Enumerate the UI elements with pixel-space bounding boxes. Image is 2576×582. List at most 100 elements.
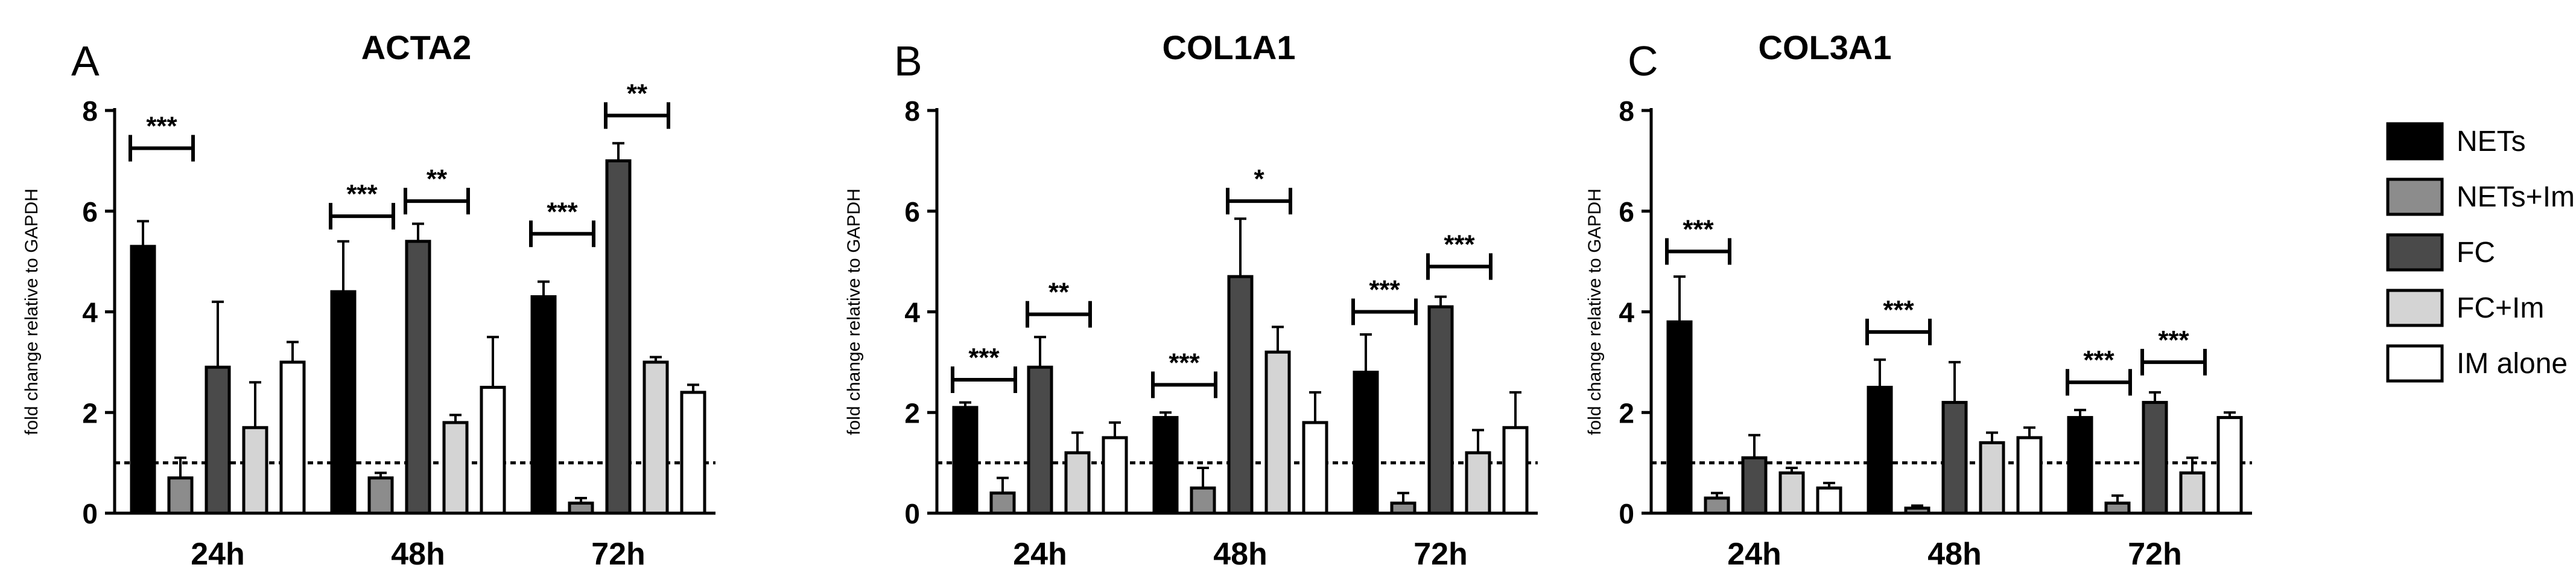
significance-bracket: *** bbox=[329, 179, 395, 230]
bar-fc-48h bbox=[1227, 275, 1254, 515]
significance-bracket: *** bbox=[529, 197, 595, 248]
significance-label: ** bbox=[627, 78, 648, 108]
y-tick-label: 2 bbox=[82, 397, 98, 429]
significance-bracket: *** bbox=[1865, 295, 1932, 345]
x-tick-label: 72h bbox=[591, 537, 646, 572]
y-tick-label: 6 bbox=[82, 196, 98, 228]
bar-fc-im-48h bbox=[1264, 350, 1291, 515]
legend-label: FC bbox=[2457, 237, 2495, 269]
significance-label: *** bbox=[146, 112, 177, 141]
significance-bracket: *** bbox=[951, 343, 1017, 394]
y-axis-label: fold change relative to GAPDH bbox=[22, 188, 42, 435]
bar-nets-24h bbox=[130, 245, 156, 515]
bar-nets-im-24h bbox=[1704, 496, 1730, 515]
bar-fc-im-72h bbox=[2179, 471, 2206, 515]
bar-fc-72h bbox=[605, 159, 632, 515]
significance-label: *** bbox=[2083, 345, 2114, 375]
chart-title: COL3A1 bbox=[1759, 28, 1892, 66]
chart-panels: A ACTA2 fold change relative to GAPDH 0 2 4 6 8… bbox=[22, 28, 2252, 572]
bar-nets-im-48h bbox=[1904, 507, 1930, 515]
significance-bracket: *** bbox=[128, 112, 195, 162]
bar-nets-im-24h bbox=[167, 476, 194, 515]
legend-item-nets: NETs bbox=[2386, 122, 2526, 161]
y-tick-label: 4 bbox=[82, 297, 98, 328]
x-tick-label: 48h bbox=[1213, 537, 1267, 572]
significance-label: *** bbox=[2158, 325, 2189, 355]
bar-fc-im-24h bbox=[1778, 471, 1805, 515]
bar-fc-im-24h bbox=[1064, 451, 1091, 515]
bar-fc-24h bbox=[1741, 456, 1768, 515]
y-tick-label: 2 bbox=[1619, 397, 1634, 429]
legend-label: IM alone bbox=[2457, 348, 2568, 380]
bar-nets-24h bbox=[1666, 320, 1693, 515]
y-tick-label: 4 bbox=[1619, 297, 1634, 328]
bar-fc-48h bbox=[405, 240, 431, 515]
bar-fc-24h bbox=[205, 365, 231, 515]
y-axis-label: fold change relative to GAPDH bbox=[844, 188, 864, 435]
bar-im-alone-48h bbox=[2016, 436, 2043, 515]
legend-swatch bbox=[2386, 122, 2444, 161]
significance-bracket: * bbox=[1226, 164, 1292, 215]
x-tick-label: 24h bbox=[1727, 537, 1781, 572]
significance-label: *** bbox=[1169, 348, 1200, 377]
bar-nets-im-24h bbox=[989, 491, 1016, 515]
legend: NETs NETs+Im FC FC+Im IM alone bbox=[2386, 122, 2575, 383]
panel-label: C bbox=[1628, 37, 1658, 85]
legend-label: FC+Im bbox=[2457, 292, 2544, 324]
y-axis-label: fold change relative to GAPDH bbox=[1585, 188, 1605, 435]
bar-fc-im-72h bbox=[1465, 451, 1491, 515]
y-tick-label: 8 bbox=[904, 95, 920, 127]
bar-fc-72h bbox=[1427, 305, 1454, 515]
bar-im-alone-48h bbox=[1302, 421, 1328, 515]
panel-label: A bbox=[71, 37, 100, 85]
legend-label: NETs+Im bbox=[2457, 181, 2575, 213]
y-tick-label: 2 bbox=[904, 397, 920, 429]
chart-panel-col1a1: B COL1A1 fold change relative to GAPDH 0 2 4 6… bbox=[844, 28, 1538, 572]
significance-label: *** bbox=[968, 343, 1000, 373]
x-tick-label: 48h bbox=[391, 537, 445, 572]
bar-im-alone-48h bbox=[480, 386, 506, 515]
bar-nets-im-72h bbox=[2104, 501, 2131, 515]
significance-label: *** bbox=[547, 197, 578, 226]
bar-nets-48h bbox=[1152, 416, 1179, 515]
bar-nets-72h bbox=[2067, 416, 2093, 515]
bar-im-alone-24h bbox=[1816, 486, 1842, 515]
bar-fc-im-48h bbox=[1979, 441, 2005, 515]
significance-label: *** bbox=[1444, 229, 1475, 259]
legend-swatch bbox=[2386, 289, 2444, 327]
bar-fc-im-24h bbox=[242, 426, 268, 515]
bar-nets-im-48h bbox=[367, 476, 394, 515]
bar-nets-48h bbox=[1867, 386, 1893, 515]
bar-im-alone-24h bbox=[279, 360, 306, 515]
significance-bracket: ** bbox=[1026, 278, 1092, 328]
bar-nets-72h bbox=[530, 295, 557, 515]
bar-nets-72h bbox=[1353, 371, 1379, 515]
legend-item-fc: FC bbox=[2386, 233, 2495, 272]
bar-im-alone-72h bbox=[680, 391, 706, 515]
legend-item-nets-im: NETs+Im bbox=[2386, 177, 2575, 216]
significance-bracket: *** bbox=[1351, 275, 1418, 325]
panel-label: B bbox=[894, 37, 922, 85]
bar-fc-24h bbox=[1027, 365, 1053, 515]
significance-bracket: *** bbox=[1151, 348, 1217, 398]
legend-swatch bbox=[2386, 177, 2444, 216]
x-tick-label: 72h bbox=[1413, 537, 1468, 572]
legend-swatch bbox=[2386, 344, 2444, 383]
legend-item-fc-im: FC+Im bbox=[2386, 289, 2544, 327]
significance-label: * bbox=[1254, 164, 1264, 194]
y-tick-label: 0 bbox=[1619, 498, 1634, 529]
bar-fc-72h bbox=[2142, 401, 2168, 515]
y-tick-label: 4 bbox=[904, 297, 920, 328]
bar-nets-im-48h bbox=[1190, 486, 1216, 515]
chart-panel-acta2: A ACTA2 fold change relative to GAPDH 0 2 4 6 8… bbox=[22, 28, 715, 572]
bar-im-alone-72h bbox=[2216, 416, 2243, 515]
y-tick-label: 0 bbox=[82, 498, 98, 529]
y-tick-label: 6 bbox=[1619, 196, 1634, 228]
significance-bracket: ** bbox=[604, 78, 670, 129]
chart-panel-col3a1: C COL3A1 fold change relative to GAPDH 0 2 4 6… bbox=[1585, 28, 2252, 572]
bar-nets-im-72h bbox=[1390, 501, 1416, 515]
significance-bracket: *** bbox=[2140, 325, 2207, 376]
chart-title: ACTA2 bbox=[361, 28, 472, 66]
legend-label: NETs bbox=[2457, 126, 2526, 158]
chart-title: COL1A1 bbox=[1163, 28, 1296, 66]
